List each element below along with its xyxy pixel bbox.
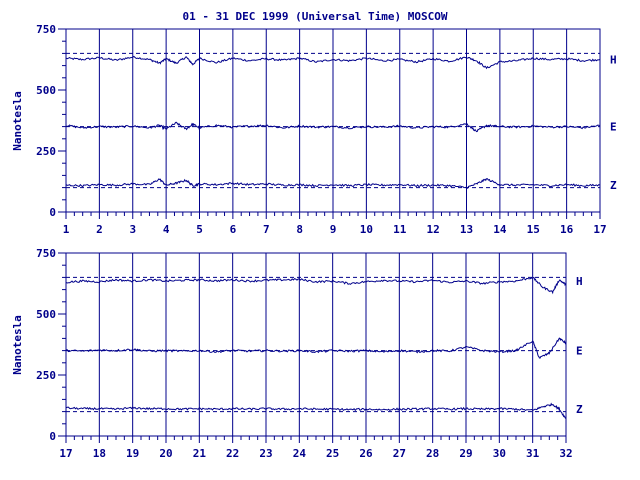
series-line-e — [65, 337, 567, 359]
x-tick-label: 24 — [293, 447, 307, 460]
series-line-h — [65, 276, 567, 295]
x-tick-label: 32 — [559, 447, 572, 460]
x-tick-label: 12 — [427, 223, 440, 236]
y-tick-label: 500 — [36, 84, 56, 97]
chart-title: 01 - 31 DEC 1999 (Universal Time) MOSCOW — [183, 10, 448, 23]
x-tick-label: 27 — [393, 447, 406, 460]
x-tick-label: 17 — [59, 447, 72, 460]
y-tick-label: 0 — [49, 206, 56, 219]
series-line-h — [65, 55, 601, 70]
series-line-z — [65, 178, 601, 190]
series-label-z: Z — [576, 403, 583, 416]
series-line-e — [65, 121, 601, 133]
x-tick-label: 22 — [226, 447, 239, 460]
x-tick-label: 15 — [527, 223, 540, 236]
x-tick-label: 7 — [263, 223, 270, 236]
y-tick-label: 0 — [49, 430, 56, 443]
x-tick-label: 11 — [393, 223, 407, 236]
x-tick-label: 2 — [96, 223, 103, 236]
x-tick-label: 21 — [193, 447, 207, 460]
series-line-z — [65, 402, 567, 420]
x-tick-label: 18 — [93, 447, 106, 460]
y-tick-label: 500 — [36, 308, 56, 321]
x-tick-label: 30 — [493, 447, 506, 460]
x-tick-label: 31 — [526, 447, 540, 460]
series-label-z: Z — [610, 179, 617, 192]
y-axis-label: Nanotesla — [11, 91, 24, 151]
series-label-e: E — [576, 345, 583, 358]
x-tick-label: 14 — [493, 223, 507, 236]
y-tick-label: 750 — [36, 23, 56, 36]
x-tick-label: 6 — [230, 223, 237, 236]
x-tick-label: 23 — [259, 447, 272, 460]
x-tick-label: 25 — [326, 447, 339, 460]
x-tick-label: 3 — [129, 223, 136, 236]
y-tick-label: 750 — [36, 247, 56, 260]
x-tick-label: 13 — [460, 223, 473, 236]
series-label-h: H — [610, 54, 617, 67]
x-tick-label: 28 — [426, 447, 439, 460]
x-tick-label: 4 — [163, 223, 170, 236]
series-label-e: E — [610, 121, 617, 134]
x-tick-label: 26 — [359, 447, 373, 460]
x-tick-label: 1 — [63, 223, 70, 236]
y-tick-label: 250 — [36, 145, 56, 158]
x-tick-label: 16 — [560, 223, 574, 236]
x-tick-label: 8 — [296, 223, 303, 236]
x-tick-label: 5 — [196, 223, 203, 236]
x-tick-label: 29 — [459, 447, 472, 460]
x-tick-label: 17 — [593, 223, 606, 236]
x-tick-label: 19 — [126, 447, 139, 460]
series-label-h: H — [576, 275, 583, 288]
x-tick-label: 9 — [330, 223, 337, 236]
x-tick-label: 10 — [360, 223, 373, 236]
y-axis-label: Nanotesla — [11, 315, 24, 375]
y-tick-label: 250 — [36, 369, 56, 382]
panel-bottom: 0 250 500 750 17 18 19 20 21 22 23 24 25 26 27 28 29 30 31… — [11, 247, 583, 460]
x-tick-label: 20 — [159, 447, 172, 460]
